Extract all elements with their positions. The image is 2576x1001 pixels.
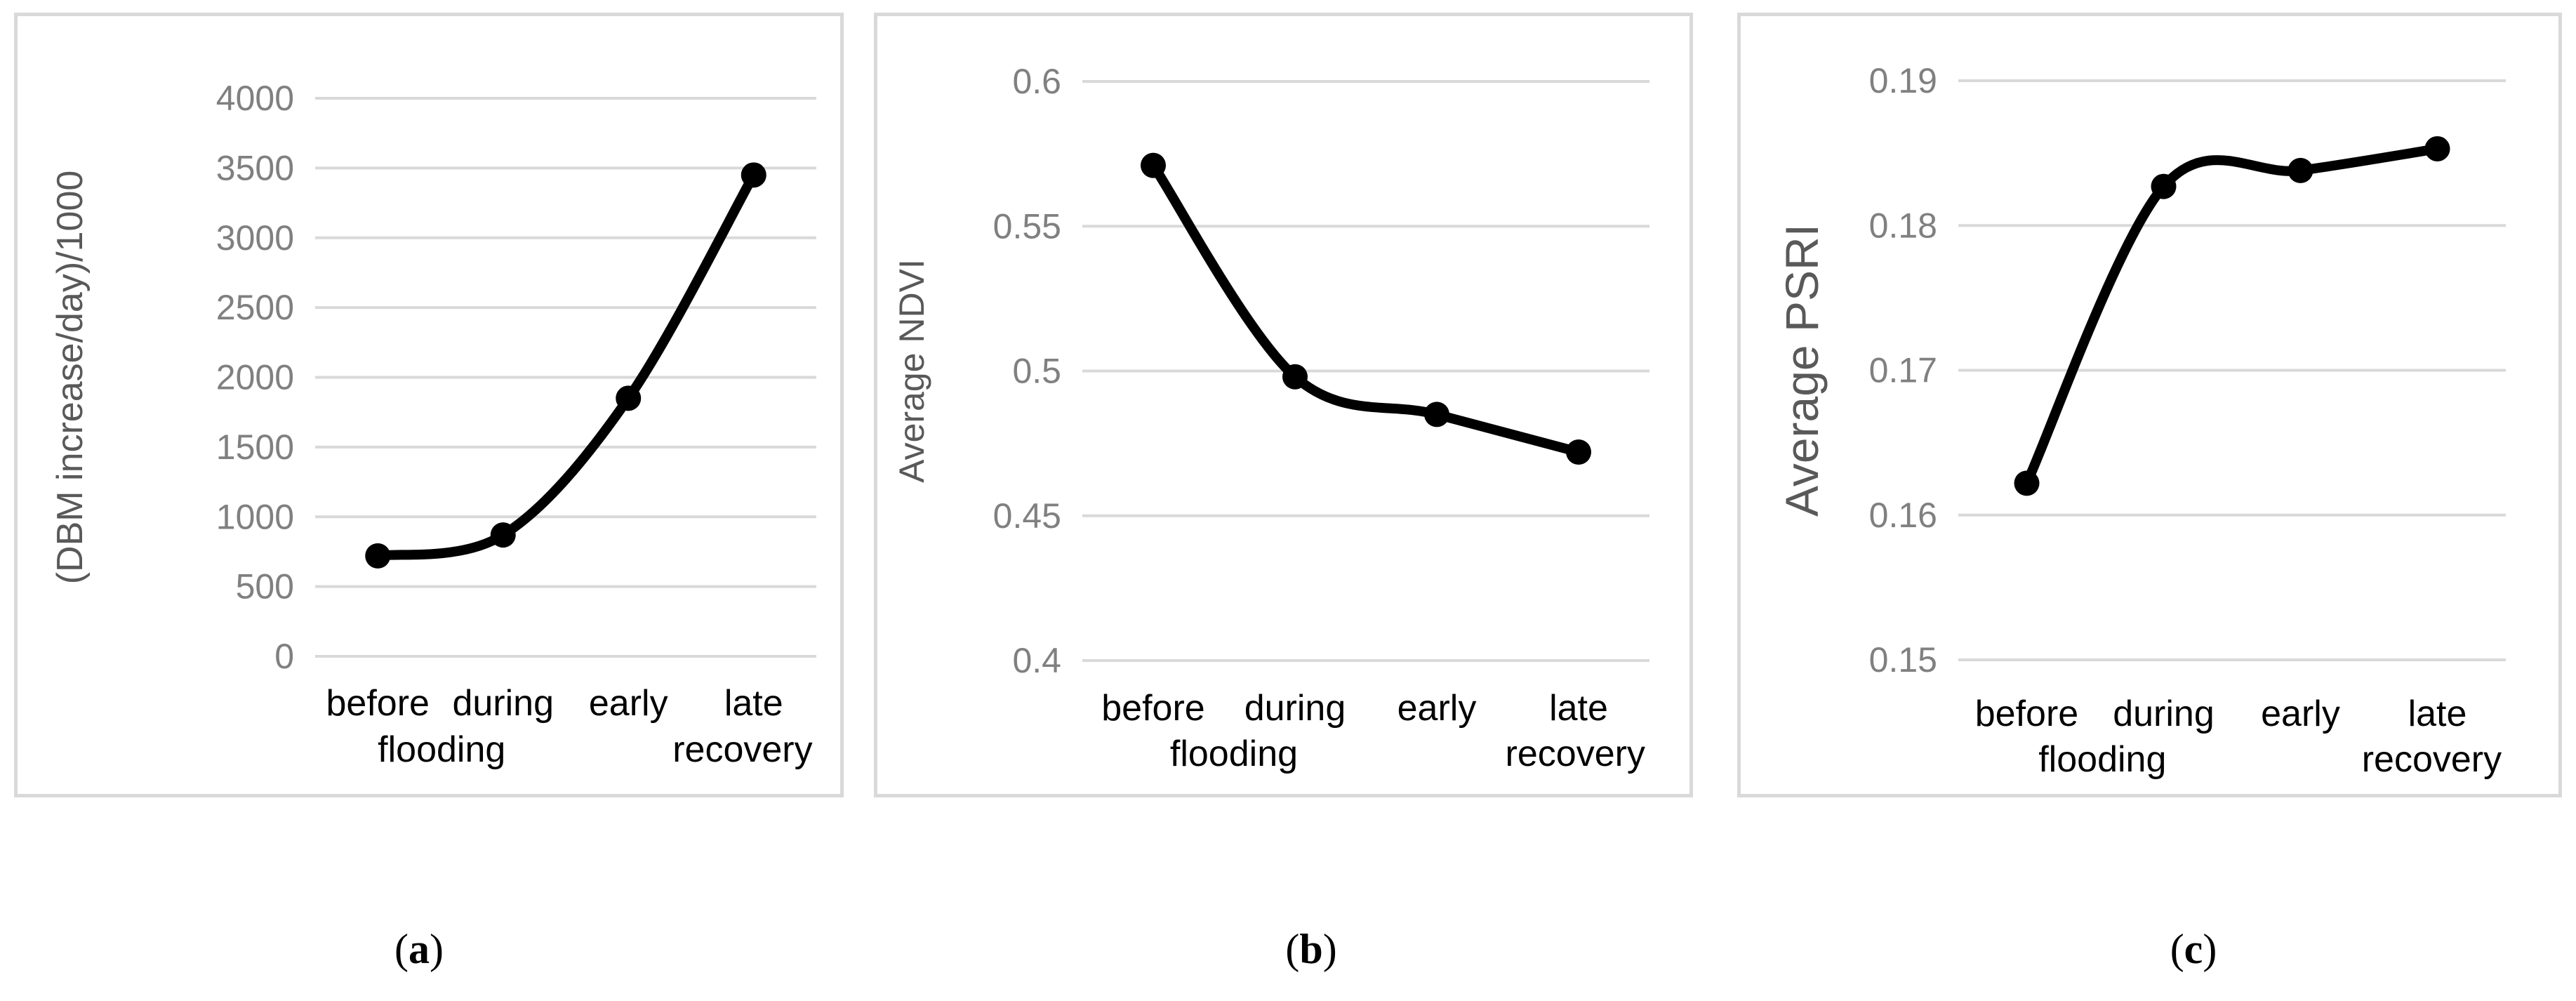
x-category-label: early: [1397, 688, 1477, 729]
data-point-late: [2424, 135, 2450, 161]
series-line-c: [2021, 143, 2443, 489]
caption-c: (c): [2123, 925, 2264, 974]
caption-b: (b): [1241, 925, 1381, 974]
x-category-label: during: [1244, 688, 1346, 729]
x-category-label: late: [2408, 694, 2467, 734]
data-point-late: [741, 162, 766, 188]
data-point-early: [1424, 402, 1449, 427]
y-tick-label: 0.45: [993, 496, 1061, 536]
caption-a-letter: a: [409, 926, 430, 972]
caption-a: (a): [349, 925, 489, 974]
y-tick-label: 2000: [216, 358, 294, 397]
x-category-label: late: [1549, 688, 1608, 729]
data-point-during: [2151, 173, 2177, 199]
y-tick-label: 0.4: [1012, 641, 1061, 680]
x-category-label: before: [1975, 694, 2078, 734]
data-point-before: [1141, 152, 1166, 178]
data-point-early: [616, 385, 642, 411]
y-tick-label: 0.15: [1869, 640, 1937, 680]
y-tick-label: 0.5: [1012, 352, 1061, 391]
x-group-label-flooding: flooding: [378, 729, 505, 770]
y-tick-label: 1500: [216, 427, 294, 467]
data-point-early: [2288, 157, 2313, 183]
data-point-during: [1282, 364, 1308, 390]
caption-b-close: ): [1322, 926, 1337, 972]
series-line-b: [1148, 160, 1584, 457]
y-tick-label: 0.16: [1869, 496, 1937, 535]
y-tick-label: 0: [274, 637, 294, 676]
x-category-label: early: [589, 683, 668, 724]
y-tick-label: 2500: [216, 288, 294, 327]
y-axis-title: Average PSRI: [1776, 224, 1828, 517]
caption-a-open: (: [394, 926, 409, 972]
x-category-label: during: [2113, 694, 2215, 734]
data-point-during: [490, 522, 516, 548]
y-tick-label: 0.6: [1012, 62, 1061, 101]
x-category-label: during: [452, 683, 554, 724]
chart-c: 0.15 0.16 0.17 0.18 0.19 Average PSRI before du…: [1776, 61, 2506, 780]
x-group-label-recovery: recovery: [1506, 734, 1645, 774]
x-category-label: late: [724, 683, 783, 724]
chart-b: 0.4 0.45 0.5 0.55 0.6 Average NDVI before durin…: [892, 62, 1649, 774]
data-point-before: [365, 543, 391, 569]
chart-panel-c: 0.15 0.16 0.17 0.18 0.19 Average PSRI before du…: [1737, 13, 2562, 797]
data-point-late: [1566, 439, 1591, 465]
x-group-label-flooding: flooding: [2038, 739, 2166, 780]
caption-b-open: (: [1285, 926, 1300, 972]
chart-panel-a: 0 500 1000 1500 2000 2500 3000 3500 4000 (DBM inc…: [14, 13, 844, 797]
y-tick-label: 500: [236, 567, 294, 606]
y-tick-label: 0.18: [1869, 206, 1937, 245]
series-line-a: [373, 170, 759, 561]
caption-c-open: (: [2170, 926, 2184, 972]
y-axis-title: Average NDVI: [892, 259, 931, 483]
x-category-label: early: [2261, 694, 2340, 734]
x-group-label-recovery: recovery: [2362, 739, 2502, 780]
y-tick-label: 4000: [216, 79, 294, 118]
data-point-before: [2014, 470, 2040, 496]
y-tick-label: 3500: [216, 148, 294, 187]
caption-c-letter: c: [2184, 926, 2203, 972]
y-tick-label: 0.55: [993, 206, 1061, 246]
caption-b-letter: b: [1299, 926, 1323, 972]
y-axis-title: (DBM increase/day)/1000: [50, 171, 91, 585]
y-tick-label: 3000: [216, 218, 294, 258]
chart-a: 0 500 1000 1500 2000 2500 3000 3500 4000 (DBM inc…: [50, 79, 816, 770]
chart-panel-b: 0.4 0.45 0.5 0.55 0.6 Average NDVI before durin…: [874, 13, 1693, 797]
x-group-label-flooding: flooding: [1170, 734, 1298, 774]
y-tick-label: 0.17: [1869, 351, 1937, 390]
x-category-label: before: [326, 683, 430, 724]
y-tick-label: 1000: [216, 497, 294, 536]
y-tick-label: 0.19: [1869, 61, 1937, 100]
x-group-label-recovery: recovery: [672, 729, 812, 770]
x-category-label: before: [1101, 688, 1204, 729]
caption-a-close: ): [430, 926, 444, 972]
caption-c-close: ): [2203, 926, 2217, 972]
